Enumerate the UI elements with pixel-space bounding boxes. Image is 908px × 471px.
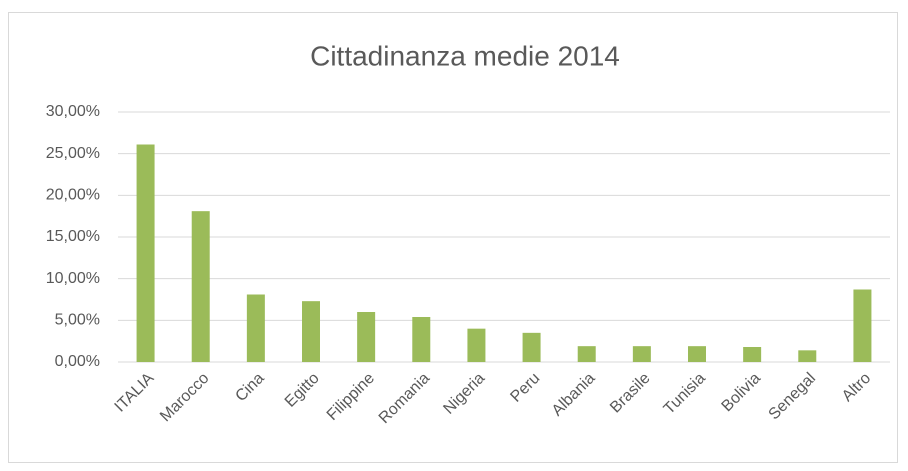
chart-title: Cittadinanza medie 2014	[310, 40, 620, 71]
bar	[577, 346, 596, 362]
bar	[688, 346, 706, 362]
bar	[302, 301, 320, 362]
y-tick-label: 10,00%	[46, 270, 100, 287]
y-tick-label: 5,00%	[55, 312, 100, 329]
bar	[632, 346, 651, 362]
bar	[136, 144, 155, 362]
bar	[853, 289, 872, 362]
y-tick-label: 30,00%	[46, 103, 100, 120]
bar	[246, 294, 265, 362]
y-tick-label: 0,00%	[55, 353, 100, 370]
bar	[412, 317, 431, 362]
bar	[357, 312, 376, 362]
bar	[191, 211, 210, 362]
bar	[522, 332, 541, 362]
y-tick-label: 15,00%	[46, 228, 100, 245]
y-tick-label: 20,00%	[46, 187, 100, 204]
bar	[743, 347, 762, 362]
y-tick-label: 25,00%	[46, 145, 100, 162]
bar	[467, 328, 486, 362]
bar	[798, 350, 817, 362]
